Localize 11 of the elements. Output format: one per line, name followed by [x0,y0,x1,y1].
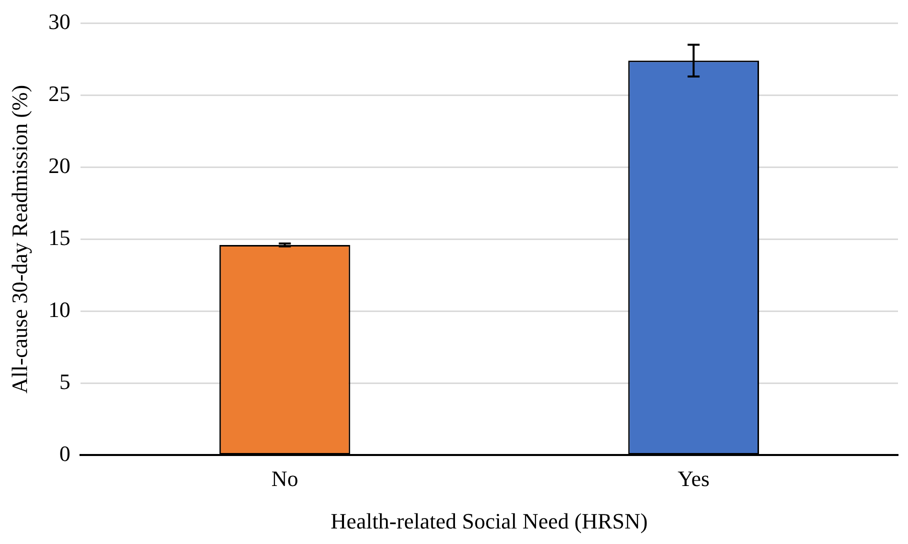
y-tick-label: 0 [59,440,70,466]
y-tick-label: 10 [48,296,70,322]
y-tick-label: 25 [48,80,70,106]
x-tick-label: No [271,466,298,492]
y-tick-label: 20 [48,152,70,178]
x-axis-title: Health-related Social Need (HRSN) [330,508,648,534]
y-tick-label: 30 [48,8,70,34]
x-tick-label: Yes [678,466,710,492]
y-tick-label: 5 [59,368,70,394]
y-tick-label: 15 [48,224,70,250]
y-axis-title: All-cause 30-day Readmission (%) [6,84,32,394]
